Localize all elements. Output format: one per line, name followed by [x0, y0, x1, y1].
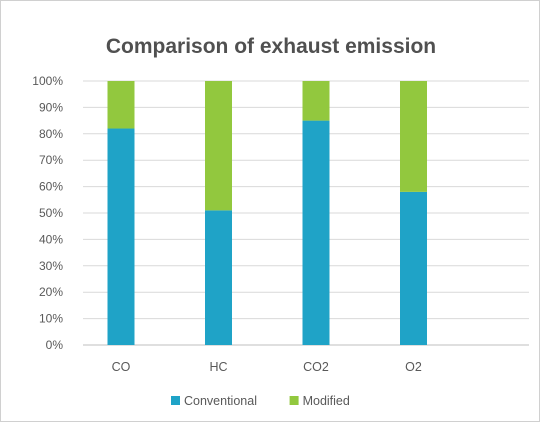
x-tick-label: O2: [405, 360, 422, 374]
bar-modified-co: [107, 81, 135, 129]
y-tick-label: 70%: [39, 153, 63, 167]
y-tick-label: 80%: [39, 127, 63, 141]
y-tick-label: 40%: [39, 232, 63, 246]
y-tick-label: 20%: [39, 285, 63, 299]
y-tick-label: 60%: [39, 180, 63, 194]
legend: Conventional Modified: [171, 394, 350, 408]
legend-swatch-modified: [289, 396, 299, 405]
legend-swatch-conventional: [171, 396, 180, 405]
y-tick-label: 30%: [39, 259, 63, 273]
y-tick-label: 90%: [39, 100, 63, 114]
y-axis-ticks: 0% 10% 20% 30% 40% 50% 60% 70% 80% 90% 100%: [32, 74, 63, 352]
y-tick-label: 0%: [46, 338, 64, 352]
legend-label-modified: Modified: [303, 394, 350, 408]
bars: [107, 81, 427, 345]
bar-modified-hc: [205, 81, 232, 211]
bar-conventional-co2: [302, 120, 330, 345]
bar-conventional-o2: [400, 191, 427, 345]
bar-modified-co2: [302, 81, 330, 121]
x-tick-label: CO2: [303, 360, 329, 374]
chart-title: Comparison of exhaust emission: [106, 35, 436, 58]
y-tick-label: 50%: [39, 206, 63, 220]
legend-label-conventional: Conventional: [184, 394, 257, 408]
y-tick-label: 100%: [32, 74, 63, 88]
y-tick-label: 10%: [39, 312, 63, 326]
x-tick-label: HC: [209, 360, 227, 374]
x-axis-categories: CO HC CO2 O2: [112, 360, 422, 374]
x-tick-label: CO: [112, 360, 131, 374]
bar-conventional-hc: [205, 210, 232, 345]
bar-modified-o2: [400, 81, 427, 192]
bar-conventional-co: [107, 128, 135, 345]
